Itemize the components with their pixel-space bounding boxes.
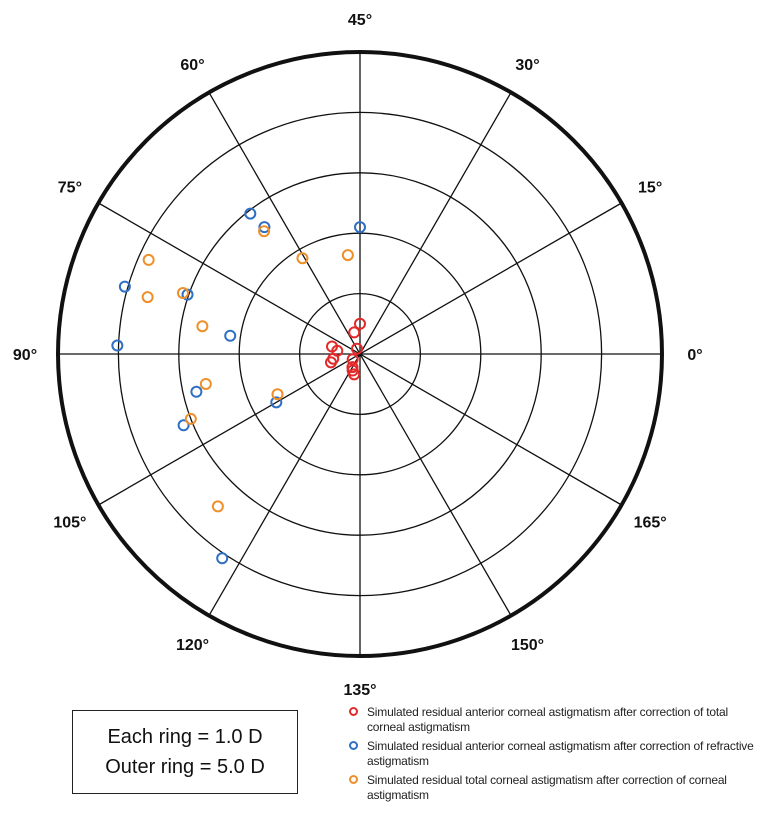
point-series2-5	[141, 291, 154, 304]
angle-labels: 0° 15° 30° 45° 60° 75° 90° 105° 120° 135° 150° 165°	[13, 12, 703, 699]
angle-label-135: 135°	[343, 682, 376, 699]
point-series1-8	[177, 419, 190, 432]
point-series2-10	[211, 500, 224, 513]
point-series1-4	[118, 280, 131, 293]
point-series0-10	[348, 368, 361, 381]
point-series0-7	[346, 353, 359, 366]
point-series2-9	[271, 388, 284, 401]
data-points	[111, 207, 366, 565]
point-series2-8	[184, 412, 197, 425]
point-series2-4	[176, 287, 189, 300]
angle-label-30: 30°	[515, 57, 539, 74]
point-series2-6	[196, 320, 209, 333]
point-series0-2	[350, 342, 363, 355]
legend-label-blue: Simulated residual anterior corneal asti…	[367, 739, 754, 768]
point-series0-1	[348, 326, 361, 339]
angle-label-150: 150°	[511, 637, 544, 654]
angle-label-15: 15°	[638, 180, 662, 197]
angle-label-45: 45°	[348, 12, 372, 29]
angle-label-165: 165°	[634, 515, 667, 532]
point-series2-1	[296, 252, 309, 265]
scale-info-box: Each ring = 1.0 D Outer ring = 5.0 D	[72, 710, 298, 794]
point-series2-7	[199, 377, 212, 390]
legend-marker-red	[349, 707, 358, 716]
legend-item-orange: Simulated residual total corneal astigma…	[348, 773, 763, 803]
angle-label-90: 90°	[13, 347, 37, 364]
legend-item-red: Simulated residual anterior corneal asti…	[348, 705, 763, 735]
point-series1-1	[258, 221, 271, 234]
point-series1-9	[270, 396, 283, 409]
point-series2-3	[142, 253, 155, 266]
point-series2-2	[258, 225, 271, 238]
point-series2-0	[341, 249, 354, 262]
angle-label-60: 60°	[180, 57, 204, 74]
point-series0-0	[354, 317, 366, 330]
point-series1-6	[111, 339, 124, 352]
legend-marker-blue	[349, 741, 358, 750]
point-series0-6	[324, 356, 337, 369]
ring-scale-text: Each ring = 1.0 D	[107, 726, 263, 748]
spoke-75	[98, 202, 622, 506]
legend-label-orange: Simulated residual total corneal astigma…	[367, 773, 727, 802]
legend-marker-orange	[349, 775, 358, 784]
angle-label-0: 0°	[687, 347, 702, 364]
angle-label-120: 120°	[176, 637, 209, 654]
point-series1-5	[224, 329, 237, 342]
point-series1-7	[190, 385, 203, 398]
legend-label-red: Simulated residual anterior corneal asti…	[367, 705, 728, 734]
angle-spokes	[58, 52, 662, 656]
outer-ring-text: Outer ring = 5.0 D	[105, 756, 265, 778]
angle-label-105: 105°	[53, 515, 86, 532]
point-series1-0	[354, 221, 366, 234]
legend: Simulated residual anterior corneal asti…	[348, 705, 763, 807]
point-series1-2	[244, 207, 257, 220]
point-series1-10	[216, 552, 229, 565]
polar-astigmatism-plot: 0° 15° 30° 45° 60° 75° 90° 105° 120° 135° 150° 165°	[13, 12, 703, 699]
legend-item-blue: Simulated residual anterior corneal asti…	[348, 739, 763, 769]
angle-label-75: 75°	[58, 180, 82, 197]
